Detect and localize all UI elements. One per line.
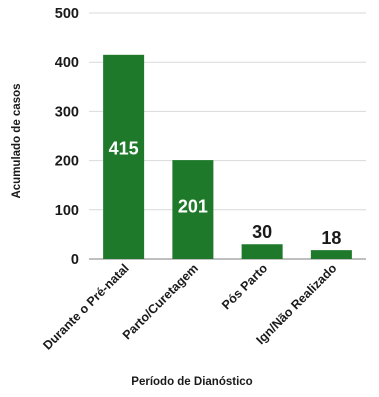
bar [172,160,214,259]
x-tick-label: Parto/Curetagem [120,261,201,342]
y-tick-label: 0 [71,252,79,268]
bar [103,54,145,259]
x-tick-label: Durante o Pré-natal [40,261,131,352]
bars [103,54,352,259]
y-tick-label: 300 [55,104,79,120]
x-tick-label: Pós Parto [219,261,270,312]
data-label: 18 [321,228,341,248]
bar [310,250,352,259]
data-labels: 415 201 30 18 [109,139,342,248]
bar [241,244,283,259]
data-label: 201 [178,197,208,217]
y-tick-label: 400 [55,55,79,71]
y-tick-label: 100 [55,203,79,219]
data-label: 30 [252,222,272,242]
y-tick-label: 500 [55,6,79,22]
y-tick-labels: 0 100 200 300 400 500 [55,6,79,268]
y-tick-label: 200 [55,154,79,170]
x-axis-title: Período de Dianóstico [131,376,252,388]
y-axis-title: Acumulado de casos [11,83,23,198]
data-label: 415 [109,139,139,159]
